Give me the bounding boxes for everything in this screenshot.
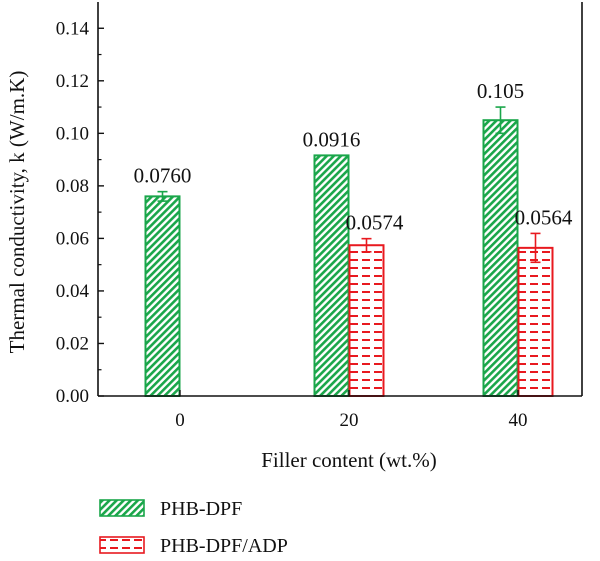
y-tick-label-0.00: 0.00 <box>56 386 89 407</box>
error-bar-phb-dpf-40 <box>495 106 506 135</box>
data-label-phb-dpf-adp-40: 0.0564 <box>515 205 573 229</box>
bar-phb-dpf-adp-40 <box>517 246 554 397</box>
legend: PHB-DPF PHB-DPF/ADP <box>99 498 288 557</box>
y-axis-title: Thermal conductivity, k (W/m.K) <box>5 71 29 354</box>
data-labels: 0.0760 0.0916 0.105 0.0574 0.0564 <box>134 79 573 235</box>
x-tick-label-40: 40 <box>509 410 528 431</box>
x-axis-title: Filler content (wt.%) <box>261 448 437 472</box>
legend-label-phb-dpf: PHB-DPF <box>160 498 242 520</box>
y-tick-label-0.02: 0.02 <box>56 333 89 354</box>
data-label-phb-dpf-0: 0.0760 <box>134 164 192 188</box>
x-tick-label-0: 0 <box>175 410 185 431</box>
legend-swatch-phb-dpf-adp <box>99 536 145 554</box>
bar-phb-dpf-40 <box>482 119 519 397</box>
error-bar-phb-dpf-adp-20 <box>361 237 372 253</box>
axes: 0.00 0.02 0.04 0.06 0.08 0.10 0.12 0.14 0 20 40 <box>56 2 583 431</box>
data-label-phb-dpf-adp-20: 0.0574 <box>346 211 404 235</box>
x-tick-label-20: 20 <box>340 410 359 431</box>
y-tick-label-0.10: 0.10 <box>56 123 89 144</box>
y-tick-label-0.06: 0.06 <box>56 228 89 249</box>
data-label-phb-dpf-20: 0.0916 <box>303 127 361 151</box>
data-label-phb-dpf-40: 0.105 <box>477 79 524 103</box>
error-bar-phb-dpf-adp-40 <box>530 232 541 264</box>
bars <box>144 119 554 397</box>
y-tick-label-0.12: 0.12 <box>56 71 89 92</box>
y-tick-label-0.08: 0.08 <box>56 176 89 197</box>
y-tick-label-0.04: 0.04 <box>56 281 90 302</box>
y-tick-label-0.14: 0.14 <box>56 18 90 39</box>
bar-phb-dpf-adp-20 <box>348 244 385 397</box>
legend-label-phb-dpf-adp: PHB-DPF/ADP <box>160 535 288 557</box>
legend-swatch-phb-dpf <box>99 499 145 517</box>
error-bar-phb-dpf-0 <box>157 190 168 202</box>
error-bars <box>157 106 541 264</box>
bar-phb-dpf-0 <box>144 195 181 397</box>
bar-phb-dpf-20 <box>313 154 350 397</box>
